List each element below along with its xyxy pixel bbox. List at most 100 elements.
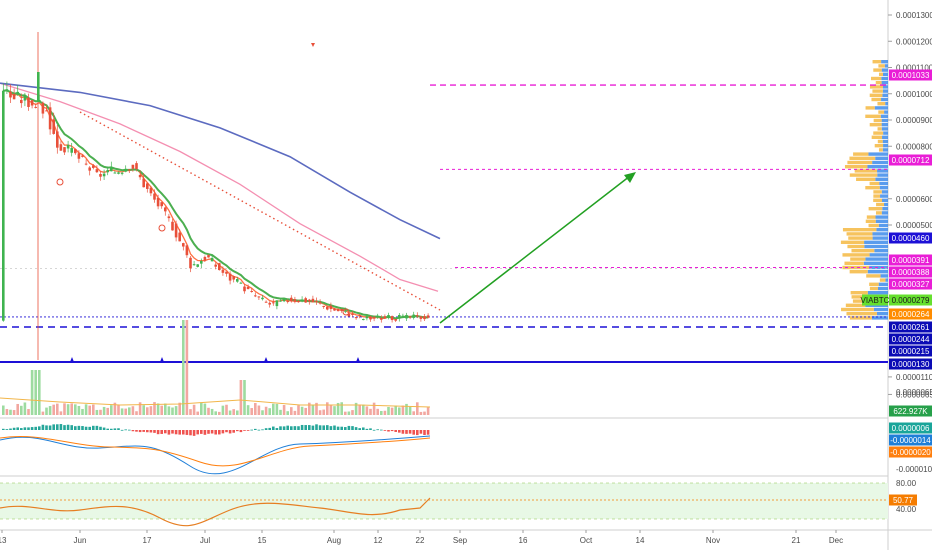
volume-bar — [146, 407, 149, 415]
candle-body — [84, 163, 88, 165]
volume-profile-bar — [871, 135, 883, 139]
price-badge-label: 0.0000215 — [892, 347, 930, 356]
candle-body — [164, 207, 167, 212]
macd-histogram-bar — [257, 429, 261, 431]
macd-histogram-bar — [210, 430, 214, 434]
macd-badge — [889, 422, 932, 434]
volume-bar — [398, 407, 401, 415]
candle-body — [257, 296, 261, 298]
volume-profile-bar — [880, 274, 888, 278]
volume-bar — [81, 408, 84, 415]
volume-bar — [275, 403, 279, 415]
macd-histogram-bar — [2, 428, 5, 430]
volume-profile-bar — [869, 282, 879, 286]
price-tick-label: 0.0000110 — [896, 373, 932, 382]
candle-body — [110, 166, 113, 172]
ema-short-line — [3, 89, 429, 320]
volume-profile-bar — [879, 278, 886, 282]
candle-body — [401, 315, 405, 317]
macd-histogram-bar — [243, 430, 246, 431]
candle-body — [243, 286, 246, 292]
volume-profile-bar — [842, 228, 877, 232]
macd-histogram-bar — [286, 425, 289, 430]
candle-body — [225, 271, 228, 274]
volume-profile-bar — [873, 198, 883, 202]
price-badge — [889, 254, 932, 266]
volume-profile-bar — [866, 274, 881, 278]
volume-profile-bar — [885, 102, 888, 106]
rsi-tick-label: 40.00 — [896, 505, 917, 514]
price-badge-label: 0.0000388 — [892, 268, 930, 277]
macd-histogram-bar — [300, 424, 304, 430]
volume-profile-bar — [873, 190, 882, 194]
volume-bar — [380, 410, 383, 415]
candle-body — [351, 313, 354, 315]
macd-histogram-bar — [254, 428, 257, 430]
trend-arrow[interactable] — [439, 172, 636, 324]
volume-bar — [214, 411, 217, 415]
volume-profile-bar — [850, 257, 866, 261]
price-badge — [889, 69, 932, 81]
volume-bar — [48, 406, 52, 415]
price-badge — [889, 154, 932, 166]
macd-histogram-bar — [196, 430, 199, 435]
candle-body — [124, 168, 127, 172]
macd-histogram-bar — [239, 430, 243, 433]
macd-histogram-bar — [156, 430, 160, 435]
volume-bar — [52, 404, 55, 415]
volume-bar — [272, 403, 275, 415]
volume-bar — [38, 370, 41, 415]
macd-histogram-bar — [354, 427, 358, 430]
candle-body — [246, 286, 250, 290]
candle-body — [156, 197, 160, 207]
volume-profile-bar — [871, 97, 882, 102]
volume-profile-bar — [871, 76, 882, 81]
volume-bar — [405, 403, 408, 415]
candle-body — [398, 314, 401, 319]
volume-bar — [131, 406, 135, 415]
volume-bar — [232, 409, 235, 415]
macd-histogram-bar — [189, 430, 192, 436]
candle-body — [416, 315, 419, 317]
macd-histogram-bar — [56, 424, 59, 430]
volume-bar — [167, 406, 171, 415]
volume-bar — [218, 411, 221, 415]
time-tick-label: 16 — [519, 536, 528, 545]
volume-profile-bar — [877, 139, 883, 144]
macd-histogram-bar — [250, 429, 253, 431]
macd-histogram-bar — [38, 426, 41, 430]
candle-body — [347, 313, 351, 317]
price-badge-label: 0.0001033 — [892, 71, 930, 80]
macd-histogram-bar — [171, 430, 174, 434]
volume-profile-bar — [849, 316, 872, 320]
volume-profile-bar — [865, 106, 875, 110]
candle-body — [34, 106, 37, 108]
time-tick-label: Jul — [200, 536, 210, 545]
volume-profile-bar — [873, 194, 881, 198]
volume-bar — [70, 403, 73, 415]
macd-histogram-bar — [81, 426, 84, 430]
macd-histogram-bar — [268, 427, 271, 430]
price-tick-label: 0.0001000 — [896, 90, 932, 99]
volume-bar — [354, 402, 358, 415]
macd-histogram-bar — [12, 427, 16, 430]
price-badge — [889, 266, 932, 278]
candle-body — [167, 216, 171, 219]
volume-profile-bar — [883, 85, 888, 89]
volume-profile-bar — [871, 316, 888, 320]
volume-profile-bar — [875, 211, 882, 215]
macd-histogram-bar — [164, 430, 167, 434]
volume-profile-bar — [877, 127, 882, 131]
volume-bar — [333, 406, 336, 415]
macd-histogram-bar — [398, 430, 401, 433]
macd-histogram-bar — [214, 430, 217, 435]
macd-histogram-bar — [110, 428, 113, 430]
macd-histogram-bar — [178, 430, 181, 435]
macd-histogram-bar — [329, 426, 333, 430]
candle-body — [2, 90, 5, 321]
volume-bar — [416, 402, 419, 415]
macd-histogram-bar — [120, 429, 124, 431]
volume-bar — [340, 402, 343, 415]
candle-body — [394, 319, 397, 321]
